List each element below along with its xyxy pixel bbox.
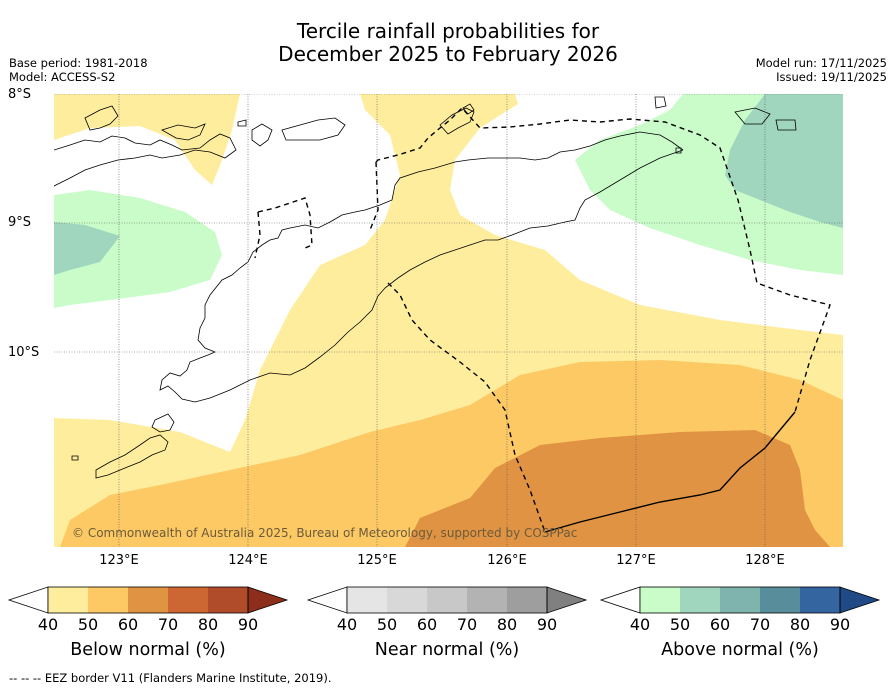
above-colorbar-tick: 50 [669, 615, 691, 634]
rote-coastline [95, 434, 169, 479]
above-colorbar-tick: 60 [709, 615, 731, 634]
eez-west [369, 161, 379, 231]
lat-label-9s: 9°S [8, 215, 32, 230]
lon-label-126e: 126°E [487, 553, 527, 568]
below-colorbar-cell [48, 587, 88, 613]
above-colorbar-tick: 40 [629, 615, 651, 634]
eez-timor-leste-south [387, 282, 546, 533]
graticule [54, 94, 843, 547]
above-colorbar-high-extend [839, 586, 881, 614]
below-colorbar-cell [208, 587, 248, 613]
above-60-region-ne [725, 94, 843, 228]
coastlines [54, 96, 797, 479]
near-colorbar-cell [507, 587, 547, 613]
meta-left: Base period: 1981-2018 Model: ACCESS-S2 [9, 56, 148, 84]
title-line-2: December 2025 to February 2026 [278, 42, 618, 66]
near-colorbar-tick: 90 [536, 615, 558, 634]
near-colorbar-tick: 70 [456, 615, 478, 634]
pantar-coastline [251, 123, 273, 147]
semau-coastline [151, 413, 175, 433]
jaco-coastline [675, 147, 682, 154]
above-colorbar-cell [640, 587, 680, 613]
issued-date: Issued: 19/11/2025 [776, 70, 887, 84]
near-colorbar-tick: 50 [376, 615, 398, 634]
above-colorbar-tick: 90 [829, 615, 851, 634]
solor-coastline [84, 105, 119, 131]
lon-label-124e: 124°E [228, 553, 268, 568]
eez-border [254, 106, 831, 533]
below-colorbar-cell [128, 587, 168, 613]
below-colorbar-high-extend [247, 586, 289, 614]
near-colorbar-cell [347, 587, 387, 613]
near-colorbar-cell [467, 587, 507, 613]
below-colorbar-tick: 70 [157, 615, 179, 634]
above-colorbar-cell [680, 587, 720, 613]
below-colorbar-tick: 90 [237, 615, 259, 634]
below-colorbar-tick: 50 [77, 615, 99, 634]
eez-legend: -- -- -- EEZ border V11 (Flanders Marine… [9, 671, 332, 685]
below-colorbar-tick: 40 [37, 615, 59, 634]
leti-coastline [734, 107, 771, 125]
below-colorbar-cell [168, 587, 208, 613]
near-colorbar-cell [427, 587, 467, 613]
above-colorbar-cell [800, 587, 840, 613]
below-colorbar-low-extend [7, 586, 49, 614]
near-colorbar-cell [387, 587, 427, 613]
near-colorbar-high-extend [546, 586, 588, 614]
near-colorbar-tick: 40 [336, 615, 358, 634]
above-colorbar-cell [760, 587, 800, 613]
below-colorbar-cell [88, 587, 128, 613]
lon-label-128e: 128°E [745, 553, 785, 568]
eez-oecussi [254, 197, 313, 259]
lat-label-8s: 8°S [8, 87, 32, 102]
small-island-nw [237, 119, 247, 127]
maritime-boundary-solid [544, 411, 796, 533]
kisar-coastline [654, 96, 667, 109]
ndao-coastline [71, 455, 79, 461]
base-period: Base period: 1981-2018 [9, 56, 148, 70]
below-50-region-nw [54, 94, 240, 185]
lat-label-10s: 10°S [8, 345, 40, 360]
eez-timor-leste-north [375, 106, 831, 413]
below-colorbar-title: Below normal (%) [70, 640, 226, 660]
above-60-region-w [54, 222, 120, 275]
colorbars [7, 586, 881, 614]
moa-coastline [775, 119, 797, 131]
map-area [54, 94, 843, 547]
below-colorbar-frame [47, 586, 249, 614]
map-title: Tercile rainfall probabilities for Decem… [0, 20, 896, 66]
alor-coastline [281, 117, 346, 141]
near-colorbar-tick: 60 [416, 615, 438, 634]
model-run: Model run: 17/11/2025 [755, 56, 887, 70]
flores-coastline [54, 133, 237, 187]
above-colorbar-tick: 80 [789, 615, 811, 634]
above-colorbar-cell [720, 587, 760, 613]
title-line-1: Tercile rainfall probabilities for [296, 19, 600, 43]
above-50-region-w [54, 190, 222, 308]
near-colorbar-low-extend [306, 586, 348, 614]
copyright-notice: © Commonwealth of Australia 2025, Bureau… [72, 526, 578, 540]
meta-right: Model run: 17/11/2025 Issued: 19/11/2025 [756, 56, 887, 84]
below-colorbar-tick: 60 [117, 615, 139, 634]
near-colorbar-tick: 80 [496, 615, 518, 634]
below-70-region [405, 430, 830, 547]
lon-label-125e: 125°E [357, 553, 397, 568]
near-colorbar-frame [346, 586, 548, 614]
lon-label-123e: 123°E [99, 553, 139, 568]
lon-label-127e: 127°E [616, 553, 656, 568]
above-colorbar-low-extend [599, 586, 641, 614]
above-colorbar-title: Above normal (%) [661, 640, 819, 660]
near-colorbar-title: Near normal (%) [374, 640, 520, 660]
wetar-coastline [439, 107, 475, 135]
above-colorbar-tick: 70 [749, 615, 771, 634]
timor-coastline [159, 131, 684, 403]
lembata-coastline [161, 123, 206, 141]
above-colorbar-frame [639, 586, 841, 614]
below-colorbar-tick: 80 [197, 615, 219, 634]
model-name: Model: ACCESS-S2 [9, 70, 116, 84]
